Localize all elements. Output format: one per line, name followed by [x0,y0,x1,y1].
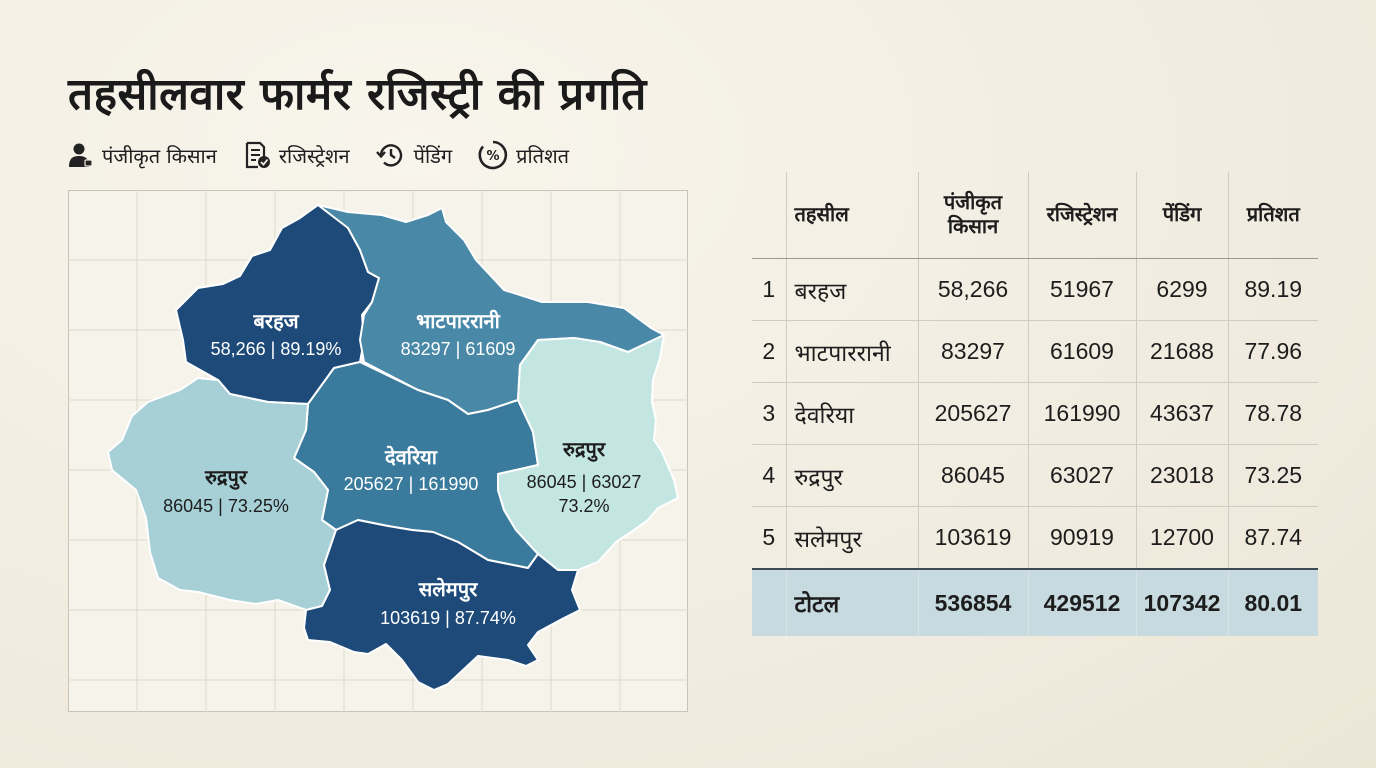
region-label-values: 58,266 | 89.19% [211,339,342,359]
region-label-values: 103619 | 87.74% [380,608,516,628]
cell-serial: 3 [752,382,786,445]
cell-pending: 12700 [1135,506,1228,570]
cell-total-registration: 429512 [1027,568,1136,636]
cell-pending: 43637 [1135,382,1228,445]
region-label-name: बरहज [252,311,299,333]
header-tehsil: तहसील [785,172,918,259]
header-registered: पंजीकृत किसान [917,172,1028,259]
cell-tehsil: देवरिया [785,382,918,445]
cell-pending: 21688 [1135,320,1228,383]
header-registered-line2: किसान [947,216,999,238]
cell-serial: 5 [752,506,786,570]
cell-percent: 77.96 [1227,320,1318,383]
region-label-values: 205627 | 161990 [344,474,479,494]
cell-percent: 87.74 [1227,506,1318,570]
map-svg: बरहज 58,266 | 89.19% भाटपाररानी 83297 | … [68,190,688,712]
legend-item-percent: % प्रतिशत [478,140,569,170]
header-pending: पेंडिंग [1135,172,1228,259]
district-map: बरहज 58,266 | 89.19% भाटपाररानी 83297 | … [68,190,688,712]
region-label-values: 86045 | 73.25% [163,496,289,516]
cell-percent: 89.19 [1227,258,1318,321]
legend-item-registration: रजिस्ट्रेशन [243,141,350,169]
cell-serial: 1 [752,258,786,321]
cell-tehsil: रुद्रपुर [785,444,918,507]
progress-table: तहसील पंजीकृत किसान रजिस्ट्रेशन पेंडिंग … [752,172,1318,636]
header-registered-line1: पंजीकृत [943,192,1003,214]
legend: पंजीकृत किसान रजिस्ट्रेशन पेंडिंग % प्रत… [68,138,595,172]
cell-serial [752,568,786,636]
cell-registered: 86045 [917,444,1028,507]
region-label-name: देवरिया [384,445,438,469]
cell-total-pending: 107342 [1135,568,1228,636]
page-title: तहसीलवार फार्मर रजिस्ट्री की प्रगति [68,69,647,120]
cell-registration: 90919 [1027,506,1136,570]
header-registration: रजिस्ट्रेशन [1027,172,1136,259]
table-row: 3 देवरिया 205627 161990 43637 78.78 [752,382,1318,445]
region-label-extra: 73.2% [558,496,609,516]
history-clock-icon [375,144,402,167]
cell-registration: 51967 [1027,258,1136,321]
cell-tehsil: सलेमपुर [785,506,918,570]
legend-item-registered: पंजीकृत किसान [68,142,217,169]
table-row: 5 सलेमपुर 103619 90919 12700 87.74 [752,506,1318,570]
cell-pending: 6299 [1135,258,1228,321]
person-icon [69,143,93,167]
region-salempur[interactable] [303,519,581,691]
region-rudrapur-west[interactable] [107,377,337,611]
table-row: 4 रुद्रपुर 86045 63027 23018 73.25 [752,444,1318,507]
region-label-name: सलेमपुर [418,577,478,602]
legend-label: पेंडिंग [413,143,453,168]
header-percent: प्रतिशत [1227,172,1318,259]
legend-label: प्रतिशत [516,143,570,168]
region-rudrapur-east[interactable] [497,334,679,571]
cell-percent: 78.78 [1227,382,1318,445]
cell-total-percent: 80.01 [1227,568,1318,636]
cell-registration: 61609 [1027,320,1136,383]
cell-registered: 83297 [917,320,1028,383]
table-header-row: तहसील पंजीकृत किसान रजिस्ट्रेशन पेंडिंग … [752,172,1318,259]
percent-circle-icon: % [478,140,508,170]
legend-label: पंजीकृत किसान [102,143,217,168]
region-label-values: 86045 | 63027 [527,472,642,492]
cell-tehsil: भाटपाररानी [785,320,918,383]
region-label-name: रुद्रपुर [204,467,248,490]
table-row: 2 भाटपाररानी 83297 61609 21688 77.96 [752,320,1318,383]
cell-tehsil: बरहज [785,258,918,321]
region-label-name: भाटपाररानी [416,309,500,333]
cell-registered: 103619 [917,506,1028,570]
cell-total-registered: 536854 [917,568,1028,636]
cell-serial: 2 [752,320,786,383]
cell-total-label: टोटल [785,568,918,636]
cell-registration: 63027 [1027,444,1136,507]
cell-registered: 58,266 [917,258,1028,321]
cell-registration: 161990 [1027,382,1136,445]
region-label-values: 83297 | 61609 [401,339,516,359]
cell-registered: 205627 [917,382,1028,445]
region-label-name: रुद्रपुर [562,439,606,462]
cell-percent: 73.25 [1227,444,1318,507]
cell-serial: 4 [752,444,786,507]
table-total-row: टोटल 536854 429512 107342 80.01 [752,568,1318,636]
table-row: 1 बरहज 58,266 51967 6299 89.19 [752,258,1318,321]
cell-pending: 23018 [1135,444,1228,507]
document-check-icon [245,141,270,169]
legend-label: रजिस्ट्रेशन [278,143,350,168]
header-serial [752,172,786,259]
legend-item-pending: पेंडिंग [375,141,453,169]
svg-text:%: % [487,149,500,164]
